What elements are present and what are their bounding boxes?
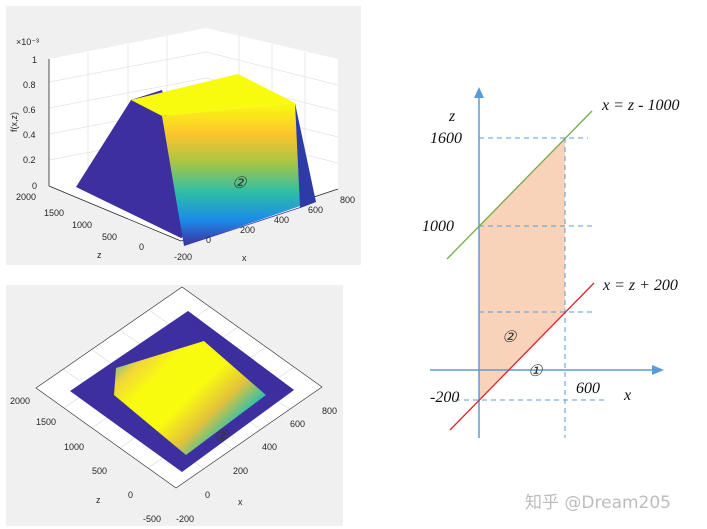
z-tick-1000: 1000	[422, 218, 454, 235]
surface-plot-topview-canvas: ② 2000 1500 1000 500 0 -500 z -200 0 200…	[10, 286, 337, 524]
surface-plot-topview: ② 2000 1500 1000 500 0 -500 z -200 0 200…	[6, 285, 343, 526]
ytick-4: 0	[128, 490, 133, 500]
surface-region-plateau	[114, 341, 266, 455]
ztick-1: 0.8	[23, 80, 36, 90]
ytick-2: 1000	[72, 220, 92, 230]
z-tick-1600: 1600	[430, 130, 462, 147]
surface-slope-face	[162, 103, 300, 246]
ztick-3: 0.4	[23, 130, 36, 140]
surface-plot-3d-canvas: ② ×10⁻³ 1 0.8 0.6 0.4 0.2 0 f(x,z) 2000 …	[9, 28, 355, 263]
x-axis-arrow	[652, 365, 664, 375]
watermark: 知乎 @Dream205	[525, 493, 671, 513]
xtick-0: 0	[206, 235, 211, 245]
surface-top-plateau	[131, 74, 295, 116]
surface-base	[184, 202, 316, 246]
region-2-label-top: ②	[232, 173, 248, 192]
region-2-label-bottom: ②	[214, 426, 230, 445]
ztick-2: 0.6	[23, 105, 36, 115]
surface-right-edge	[295, 103, 316, 208]
surface-edge-top	[188, 311, 294, 395]
region-1-label: ①	[528, 361, 544, 380]
shaded-region	[479, 138, 565, 400]
ytick-1: 1500	[44, 208, 64, 218]
ytick-5: -200	[174, 252, 192, 262]
exponent-label: ×10⁻³	[16, 37, 39, 47]
ztick-5: 0	[32, 181, 37, 191]
guide-lines	[455, 137, 607, 438]
ytick-0: 2000	[16, 192, 36, 202]
ytick-2: 1000	[64, 442, 84, 452]
xtick-4: 600	[290, 419, 305, 429]
xtick-3: 400	[262, 442, 277, 452]
equation-upper: x = z - 1000	[601, 97, 679, 114]
axis-box	[35, 286, 323, 489]
z-axis-arrow	[474, 87, 484, 98]
ytick-0: 2000	[10, 396, 30, 406]
zlabel: f(x,z)	[9, 112, 19, 132]
ztick-0: 1	[32, 55, 37, 65]
xtick-3: 600	[308, 205, 323, 215]
equation-lower: x = z + 200	[602, 277, 678, 294]
x-axis-label: x	[623, 387, 631, 404]
xlabel: x	[238, 497, 243, 507]
lower-boundary-line	[449, 282, 595, 431]
xtick-4: 800	[340, 195, 355, 205]
ytick-1: 1500	[36, 417, 56, 427]
xtick-1: 200	[240, 225, 255, 235]
ztick-4: 0.2	[23, 155, 36, 165]
ylabel: z	[96, 495, 101, 505]
xlabel: x	[242, 253, 247, 263]
upper-boundary-line	[446, 110, 593, 260]
region-2-label: ②	[502, 327, 518, 346]
xtick-0: -200	[176, 514, 194, 524]
surface-plot-3d: ② ×10⁻³ 1 0.8 0.6 0.4 0.2 0 f(x,z) 2000 …	[6, 6, 361, 265]
ylabel: z	[97, 250, 102, 260]
ytick-3: 500	[102, 232, 117, 242]
surface-left-face	[76, 90, 206, 238]
x-tick-600: 600	[576, 380, 600, 397]
xtick-2: 400	[274, 215, 289, 225]
xtick-1: 0	[205, 490, 210, 500]
xtick-2: 200	[233, 466, 248, 476]
z-tick-neg200: -200	[430, 389, 459, 406]
z-axis-label: z	[448, 108, 456, 125]
xtick-5: 800	[322, 406, 337, 416]
ytick-5: -500	[143, 514, 161, 524]
ytick-3: 500	[92, 466, 107, 476]
ytick-4: 0	[139, 242, 144, 252]
